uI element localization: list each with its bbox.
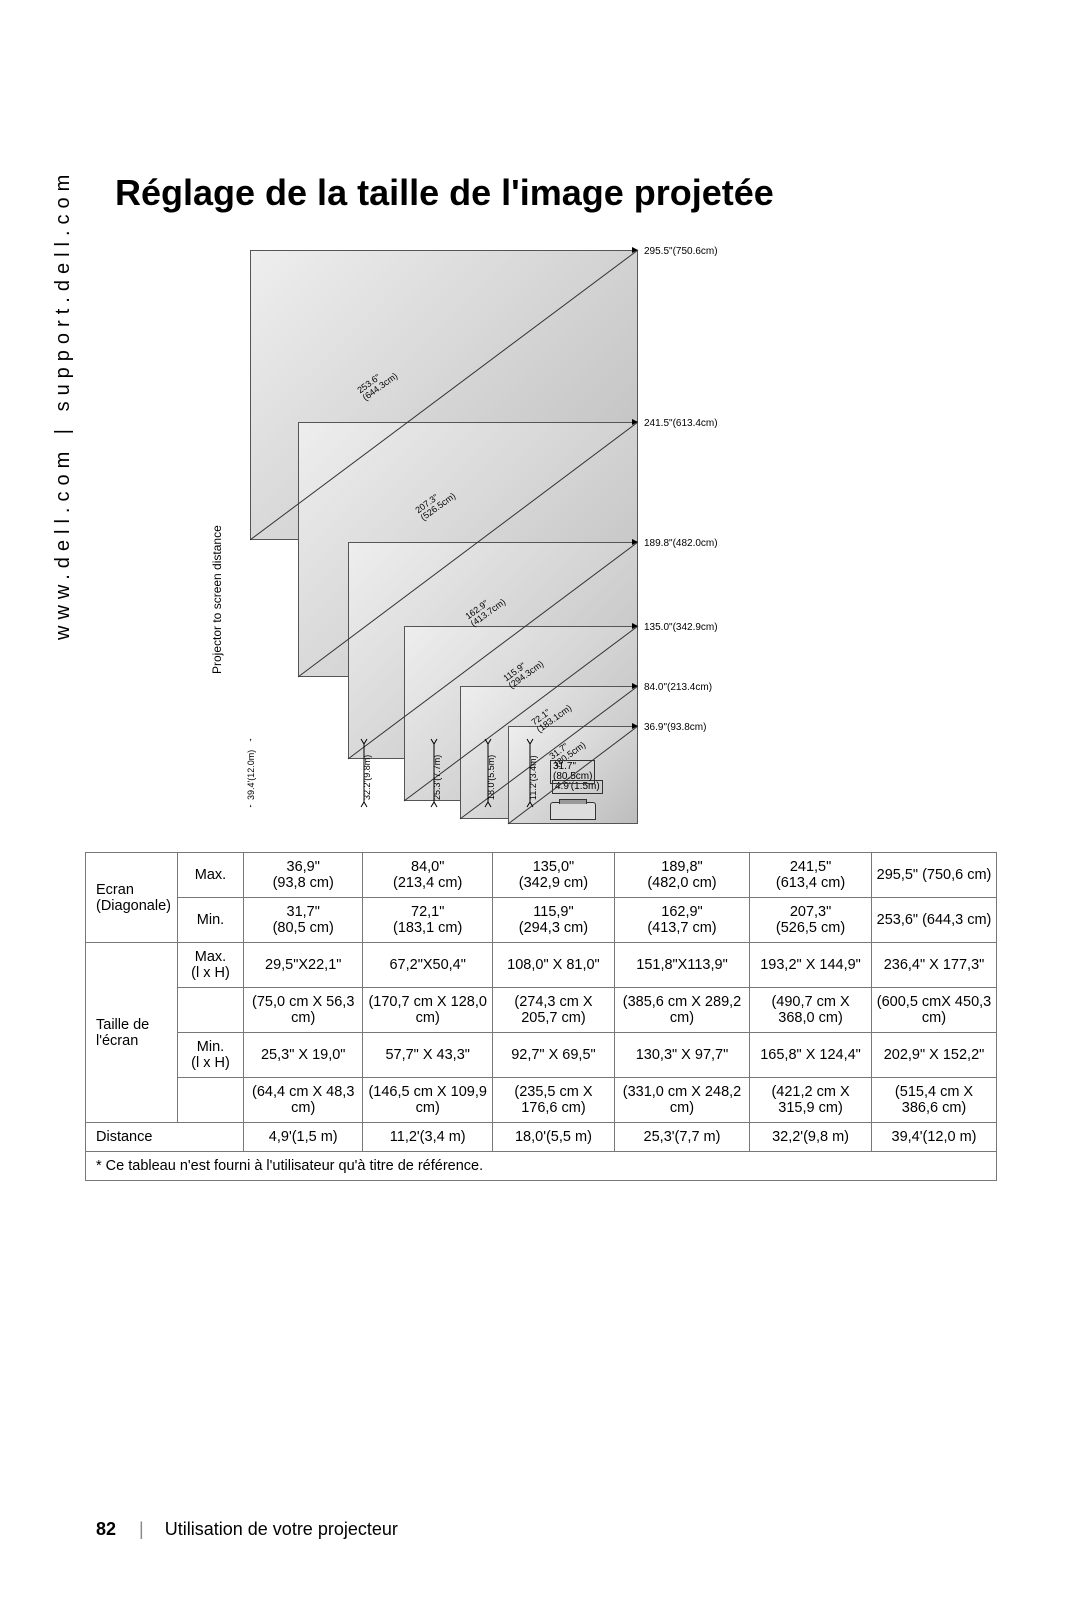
cell: (274,3 cm X 205,7 cm) (492, 988, 614, 1033)
cell: (385,6 cm X 289,2 cm) (614, 988, 749, 1033)
cell: 29,5"X22,1" (244, 943, 363, 988)
sub-max: Max. (178, 853, 244, 898)
cell: 115,9"(294,3 cm) (492, 898, 614, 943)
page-title: Réglage de la taille de l'image projetée (115, 172, 774, 214)
cell: 189,8"(482,0 cm) (614, 853, 749, 898)
projector-icon (550, 802, 596, 820)
footer-sep: | (139, 1519, 144, 1539)
screen-width-label: 135.0"(342.9cm) (644, 622, 718, 633)
table-row: Min. 31,7"(80,5 cm) 72,1"(183,1 cm) 115,… (86, 898, 997, 943)
cell: (75,0 cm X 56,3 cm) (244, 988, 363, 1033)
screen-width-label: 241.5"(613.4cm) (644, 418, 718, 429)
axis-label: Projector to screen distance (210, 525, 224, 674)
cell: (235,5 cm X 176,6 cm) (492, 1078, 614, 1123)
rowhead-taille: Taille del'écran (86, 943, 178, 1123)
cell: 193,2" X 144,9" (750, 943, 872, 988)
table-row: Min.(l x H) 25,3" X 19,0" 57,7" X 43,3" … (86, 1033, 997, 1078)
table-row: Distance 4,9'(1,5 m) 11,2'(3,4 m) 18,0'(… (86, 1123, 997, 1152)
cell: 25,3'(7,7 m) (614, 1123, 749, 1152)
cell: (146,5 cm X 109,9 cm) (363, 1078, 493, 1123)
height-label: 32.2'(9.8m) (362, 755, 372, 800)
table-row: * Ce tableau n'est fourni à l'utilisateu… (86, 1152, 997, 1181)
cell: 108,0" X 81,0" (492, 943, 614, 988)
cell: 295,5" (750,6 cm) (872, 853, 997, 898)
sub-max-lh: Max.(l x H) (178, 943, 244, 988)
size-table: Ecran(Diagonale) Max. 36,9"(93,8 cm) 84,… (85, 852, 997, 1181)
screen-width-label: 295.5"(750.6cm) (644, 246, 718, 257)
cell: 32,2'(9,8 m) (750, 1123, 872, 1152)
screen-width-label: 189.8"(482.0cm) (644, 538, 718, 549)
sub-min-lh: Min.(l x H) (178, 1033, 244, 1078)
table-row: (64,4 cm X 48,3 cm) (146,5 cm X 109,9 cm… (86, 1078, 997, 1123)
page-footer: 82 | Utilisation de votre projecteur (96, 1519, 398, 1540)
height-label: 25.3'(7.7m) (432, 755, 442, 800)
cell: (421,2 cm X 315,9 cm) (750, 1078, 872, 1123)
cell: 39,4'(12,0 m) (872, 1123, 997, 1152)
screen-width-label: 84.0"(213.4cm) (644, 682, 712, 693)
sub-blank (178, 988, 244, 1033)
cell: 130,3" X 97,7" (614, 1033, 749, 1078)
page-number: 82 (96, 1519, 116, 1539)
cell: 241,5"(613,4 cm) (750, 853, 872, 898)
rowhead-ecran: Ecran(Diagonale) (86, 853, 178, 943)
sub-blank (178, 1078, 244, 1123)
table-note: * Ce tableau n'est fourni à l'utilisateu… (86, 1152, 997, 1181)
cell: 165,8" X 124,4" (750, 1033, 872, 1078)
cell: (64,4 cm X 48,3 cm) (244, 1078, 363, 1123)
table-row: Taille del'écran Max.(l x H) 29,5"X22,1"… (86, 943, 997, 988)
height-label: 39.4'(12.0m) (246, 750, 256, 800)
cell: 151,8"X113,9" (614, 943, 749, 988)
size-table-wrap: Ecran(Diagonale) Max. 36,9"(93,8 cm) 84,… (85, 852, 997, 1181)
table-row: (75,0 cm X 56,3 cm) (170,7 cm X 128,0 cm… (86, 988, 997, 1033)
cell: 202,9" X 152,2" (872, 1033, 997, 1078)
cell: 31,7"(80,5 cm) (244, 898, 363, 943)
cell: (170,7 cm X 128,0 cm) (363, 988, 493, 1033)
table-row: Ecran(Diagonale) Max. 36,9"(93,8 cm) 84,… (86, 853, 997, 898)
cell: 11,2'(3,4 m) (363, 1123, 493, 1152)
page: www.dell.com | support.dell.com Réglage … (0, 0, 1080, 1620)
cell: 236,4" X 177,3" (872, 943, 997, 988)
height-label: 18.0'(5.5m) (486, 755, 496, 800)
small-diag-box: 31.7"(80.5cm) (550, 760, 595, 784)
footer-text: Utilisation de votre projecteur (165, 1519, 398, 1539)
cell: 36,9"(93,8 cm) (244, 853, 363, 898)
cell: (490,7 cm X 368,0 cm) (750, 988, 872, 1033)
cell: 18,0'(5,5 m) (492, 1123, 614, 1152)
cell: 4,9'(1,5 m) (244, 1123, 363, 1152)
cell: 253,6" (644,3 cm) (872, 898, 997, 943)
cell: (331,0 cm X 248,2 cm) (614, 1078, 749, 1123)
cell: (515,4 cm X 386,6 cm) (872, 1078, 997, 1123)
cell: 162,9"(413,7 cm) (614, 898, 749, 943)
cell: 72,1"(183,1 cm) (363, 898, 493, 943)
cell: 207,3"(526,5 cm) (750, 898, 872, 943)
sub-min: Min. (178, 898, 244, 943)
cell: 67,2"X50,4" (363, 943, 493, 988)
screen-width-label: 36.9"(93.8cm) (644, 722, 706, 733)
cell: 57,7" X 43,3" (363, 1033, 493, 1078)
cell: 25,3" X 19,0" (244, 1033, 363, 1078)
height-label: 11.2'(3.4m) (528, 755, 538, 800)
cell: (600,5 cmX 450,3 cm) (872, 988, 997, 1033)
projection-diagram: Projector to screen distance 4.9'(1.5m) … (250, 244, 870, 834)
cell: 135,0"(342,9 cm) (492, 853, 614, 898)
side-url: www.dell.com | support.dell.com (52, 169, 75, 640)
cell: 92,7" X 69,5" (492, 1033, 614, 1078)
cell: 84,0"(213,4 cm) (363, 853, 493, 898)
rowhead-distance: Distance (86, 1123, 244, 1152)
